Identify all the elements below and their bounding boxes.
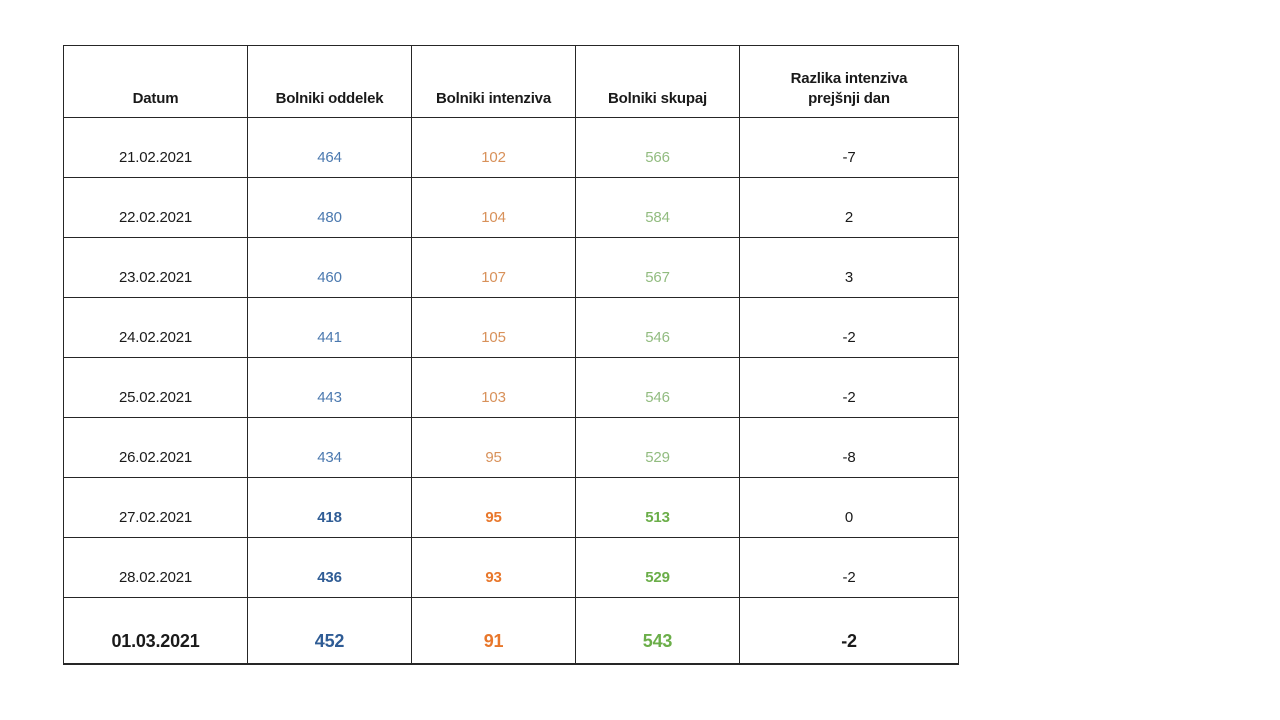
cell-datum: 23.02.2021: [63, 237, 248, 298]
table-row: 24.02.2021 441 105 546 -2: [63, 297, 959, 358]
cell-razlika-intenziva: -7: [739, 117, 959, 178]
cell-bolniki-oddelek: 460: [247, 237, 412, 298]
cell-bolniki-oddelek: 418: [247, 477, 412, 538]
patients-table: Datum Bolniki oddelek Bolniki intenziva …: [63, 45, 959, 665]
cell-datum: 27.02.2021: [63, 477, 248, 538]
table-row: 01.03.2021 452 91 543 -2: [63, 597, 959, 664]
cell-bolniki-intenziva: 95: [411, 477, 576, 538]
cell-bolniki-skupaj: 529: [575, 417, 740, 478]
cell-bolniki-intenziva: 95: [411, 417, 576, 478]
table-row: 27.02.2021 418 95 513 0: [63, 477, 959, 538]
cell-razlika-intenziva: -2: [739, 537, 959, 598]
cell-razlika-intenziva: -2: [739, 297, 959, 358]
patients-table-container: Datum Bolniki oddelek Bolniki intenziva …: [63, 45, 959, 665]
cell-bolniki-oddelek: 443: [247, 357, 412, 418]
cell-bolniki-skupaj: 567: [575, 237, 740, 298]
table-row: 21.02.2021 464 102 566 -7: [63, 117, 959, 178]
cell-bolniki-intenziva: 91: [411, 597, 576, 664]
cell-bolniki-skupaj: 546: [575, 357, 740, 418]
cell-bolniki-oddelek: 464: [247, 117, 412, 178]
cell-bolniki-skupaj: 543: [575, 597, 740, 664]
table-row: 26.02.2021 434 95 529 -8: [63, 417, 959, 478]
cell-datum: 28.02.2021: [63, 537, 248, 598]
header-bolniki-skupaj: Bolniki skupaj: [575, 45, 740, 118]
header-bolniki-intenziva: Bolniki intenziva: [411, 45, 576, 118]
table-row: 25.02.2021 443 103 546 -2: [63, 357, 959, 418]
cell-bolniki-oddelek: 480: [247, 177, 412, 238]
cell-datum: 26.02.2021: [63, 417, 248, 478]
header-row: Datum Bolniki oddelek Bolniki intenziva …: [63, 45, 959, 118]
cell-razlika-intenziva: -2: [739, 597, 959, 664]
cell-bolniki-intenziva: 105: [411, 297, 576, 358]
cell-bolniki-intenziva: 107: [411, 237, 576, 298]
cell-bolniki-skupaj: 584: [575, 177, 740, 238]
table-row: 23.02.2021 460 107 567 3: [63, 237, 959, 298]
cell-razlika-intenziva: 0: [739, 477, 959, 538]
table-row: 28.02.2021 436 93 529 -2: [63, 537, 959, 598]
cell-razlika-intenziva: 3: [739, 237, 959, 298]
cell-bolniki-intenziva: 102: [411, 117, 576, 178]
cell-razlika-intenziva: -2: [739, 357, 959, 418]
cell-razlika-intenziva: -8: [739, 417, 959, 478]
header-datum: Datum: [63, 45, 248, 118]
cell-bolniki-oddelek: 436: [247, 537, 412, 598]
cell-bolniki-intenziva: 93: [411, 537, 576, 598]
cell-bolniki-oddelek: 452: [247, 597, 412, 664]
cell-bolniki-skupaj: 566: [575, 117, 740, 178]
cell-bolniki-intenziva: 104: [411, 177, 576, 238]
cell-datum: 22.02.2021: [63, 177, 248, 238]
cell-bolniki-oddelek: 434: [247, 417, 412, 478]
cell-bolniki-intenziva: 103: [411, 357, 576, 418]
header-razlika-intenziva: Razlika intenziva prejšnji dan: [739, 45, 959, 118]
cell-razlika-intenziva: 2: [739, 177, 959, 238]
cell-datum: 24.02.2021: [63, 297, 248, 358]
cell-bolniki-oddelek: 441: [247, 297, 412, 358]
cell-datum: 25.02.2021: [63, 357, 248, 418]
table-row: 22.02.2021 480 104 584 2: [63, 177, 959, 238]
cell-bolniki-skupaj: 529: [575, 537, 740, 598]
header-bolniki-oddelek: Bolniki oddelek: [247, 45, 412, 118]
cell-bolniki-skupaj: 513: [575, 477, 740, 538]
cell-datum: 21.02.2021: [63, 117, 248, 178]
cell-bolniki-skupaj: 546: [575, 297, 740, 358]
cell-datum: 01.03.2021: [63, 597, 248, 664]
table-body: 21.02.2021 464 102 566 -7 22.02.2021 480 104 584…: [63, 117, 959, 664]
